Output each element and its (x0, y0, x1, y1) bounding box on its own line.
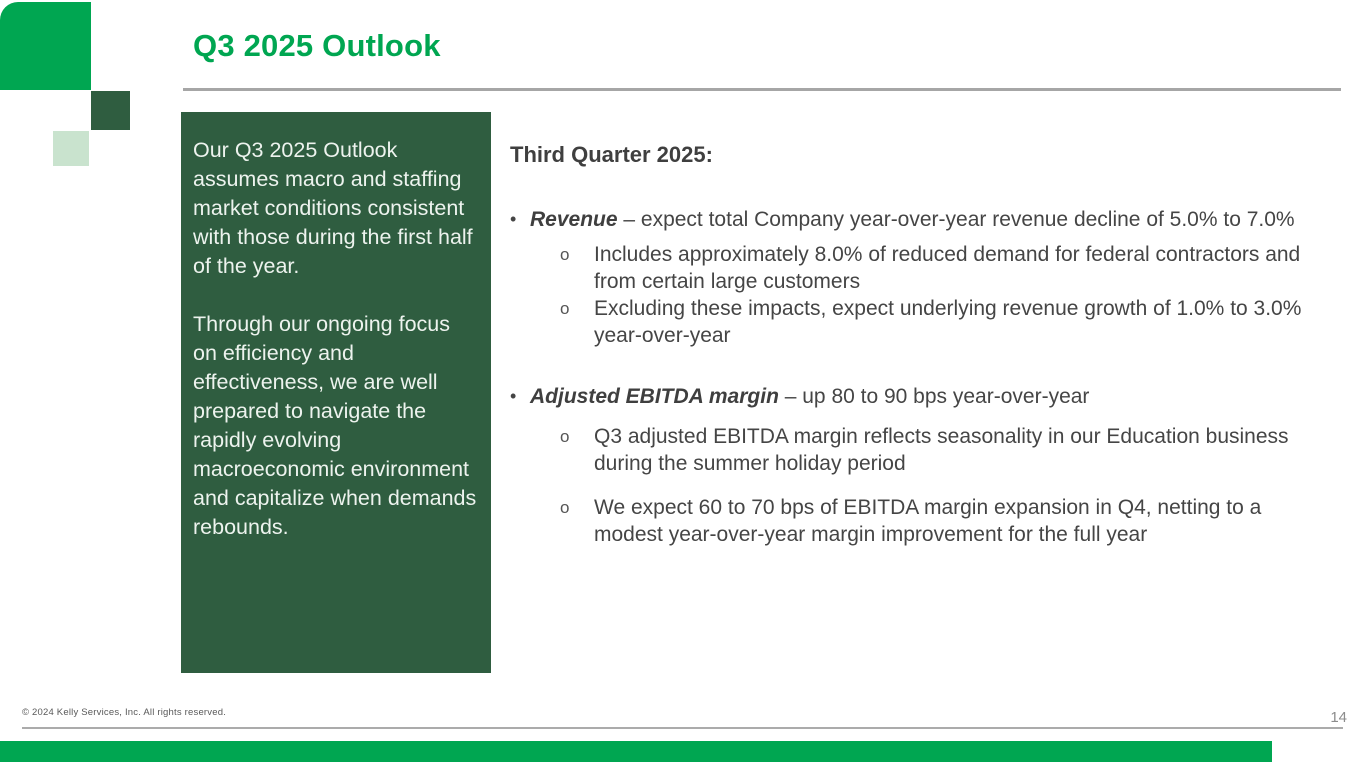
bullet-body: – expect total Company year-over-year re… (617, 208, 1295, 231)
sub-bullet-text: Excluding these impacts, expect underlyi… (594, 297, 1302, 347)
callout-paragraph: Through our ongoing focus on efficiency … (193, 312, 477, 539)
bullet-dot-marker: • (510, 209, 517, 229)
sub-bullet-o-marker: o (560, 245, 570, 264)
sub-bullet-q4-expansion: o We expect 60 to 70 bps of EBITDA margi… (510, 494, 1310, 548)
bottom-green-bar (0, 741, 1272, 762)
sub-bullet-text: We expect 60 to 70 bps of EBITDA margin … (594, 496, 1262, 546)
sub-bullet-o-marker: o (560, 498, 570, 517)
sub-bullet-federal-demand: o Includes approximately 8.0% of reduced… (510, 241, 1310, 295)
footer-divider (22, 727, 1343, 729)
sub-bullet-education-seasonality: o Q3 adjusted EBITDA margin reflects sea… (510, 423, 1310, 477)
bullet-ebitda-margin: • Adjusted EBITDA margin – up 80 to 90 b… (510, 383, 1310, 410)
page-title: Q3 2025 Outlook (193, 28, 441, 63)
copyright-notice: © 2024 Kelly Services, Inc. All rights r… (22, 707, 227, 718)
bullet-term: Adjusted EBITDA margin (530, 385, 779, 408)
header-divider (183, 88, 1341, 91)
decoration-light-green-square (53, 131, 89, 166)
sub-bullet-text: Includes approximately 8.0% of reduced d… (594, 243, 1301, 293)
main-content: Third Quarter 2025: • Revenue – expect t… (510, 142, 1310, 548)
bullet-revenue: • Revenue – expect total Company year-ov… (510, 206, 1310, 233)
sub-bullet-text: Q3 adjusted EBITDA margin reflects seaso… (594, 425, 1289, 475)
page-number: 14 (1330, 709, 1347, 726)
sub-bullet-o-marker: o (560, 299, 570, 318)
callout-paragraph: Our Q3 2025 Outlook assumes macro and st… (193, 138, 473, 278)
bullet-text: Revenue – expect total Company year-over… (530, 206, 1310, 233)
sub-bullet-underlying-growth: o Excluding these impacts, expect underl… (510, 295, 1310, 349)
bullet-term: Revenue (530, 208, 618, 231)
bullet-text: Adjusted EBITDA margin – up 80 to 90 bps… (530, 383, 1310, 410)
sub-bullet-o-marker: o (560, 427, 570, 446)
decoration-dark-green-square (91, 91, 130, 130)
bullet-dot-marker: • (510, 386, 517, 406)
bullet-body: – up 80 to 90 bps year-over-year (778, 385, 1090, 408)
outlook-callout-box: Our Q3 2025 Outlook assumes macro and st… (181, 112, 491, 673)
section-heading: Third Quarter 2025: (510, 142, 713, 167)
decoration-green-square (0, 2, 91, 90)
